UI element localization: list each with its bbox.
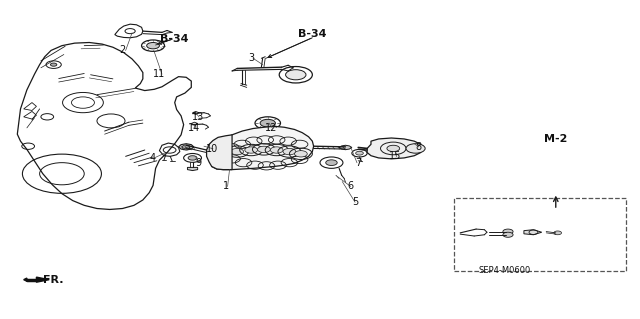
Text: 11: 11 bbox=[154, 69, 166, 79]
Circle shape bbox=[326, 160, 337, 166]
Polygon shape bbox=[179, 144, 194, 150]
Text: 6: 6 bbox=[348, 182, 354, 191]
Text: 1: 1 bbox=[223, 182, 229, 191]
Text: M-2: M-2 bbox=[544, 134, 568, 144]
Circle shape bbox=[188, 156, 197, 160]
Text: 12: 12 bbox=[266, 123, 278, 133]
Polygon shape bbox=[524, 230, 541, 235]
Text: SEP4-M0600: SEP4-M0600 bbox=[479, 266, 531, 275]
Text: 9: 9 bbox=[196, 158, 202, 168]
Text: 13: 13 bbox=[191, 112, 204, 122]
Polygon shape bbox=[207, 135, 232, 170]
Circle shape bbox=[554, 231, 561, 235]
Circle shape bbox=[231, 148, 244, 155]
Circle shape bbox=[270, 147, 283, 153]
Text: 7: 7 bbox=[355, 158, 362, 168]
Text: 3: 3 bbox=[249, 53, 255, 63]
Text: 14: 14 bbox=[188, 123, 200, 133]
Circle shape bbox=[51, 63, 57, 66]
Circle shape bbox=[147, 42, 159, 49]
Polygon shape bbox=[36, 277, 49, 282]
Text: B-34: B-34 bbox=[298, 29, 326, 39]
Polygon shape bbox=[24, 278, 27, 281]
Text: 15: 15 bbox=[389, 151, 401, 161]
Circle shape bbox=[182, 145, 190, 149]
Circle shape bbox=[294, 151, 307, 157]
Text: 5: 5 bbox=[352, 197, 358, 207]
Polygon shape bbox=[193, 111, 199, 115]
Bar bbox=[454, 198, 626, 271]
Text: 4: 4 bbox=[150, 153, 156, 163]
Polygon shape bbox=[339, 145, 352, 150]
Text: 2: 2 bbox=[119, 45, 125, 56]
Circle shape bbox=[257, 146, 270, 152]
Circle shape bbox=[283, 148, 296, 155]
Circle shape bbox=[285, 70, 306, 80]
Text: 10: 10 bbox=[205, 144, 218, 154]
Text: B-34: B-34 bbox=[161, 34, 189, 44]
Polygon shape bbox=[188, 167, 198, 171]
Circle shape bbox=[406, 144, 425, 153]
Circle shape bbox=[387, 145, 399, 152]
Circle shape bbox=[503, 229, 513, 234]
Polygon shape bbox=[212, 126, 314, 170]
Polygon shape bbox=[367, 138, 422, 159]
Text: 8: 8 bbox=[416, 142, 422, 152]
Text: FR.: FR. bbox=[44, 275, 64, 285]
Polygon shape bbox=[191, 122, 198, 125]
Circle shape bbox=[245, 147, 257, 153]
Circle shape bbox=[260, 119, 275, 127]
Circle shape bbox=[356, 151, 364, 155]
Circle shape bbox=[503, 232, 513, 237]
